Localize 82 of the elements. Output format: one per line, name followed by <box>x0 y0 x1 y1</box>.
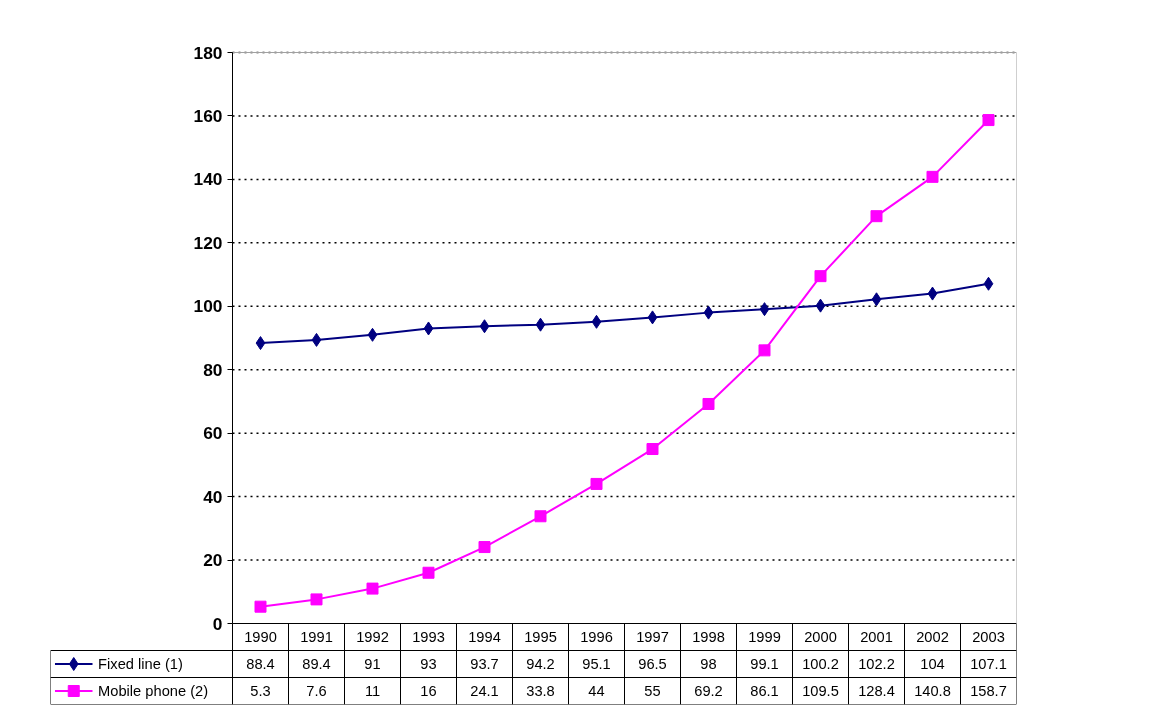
y-tick-label: 140 <box>193 169 223 190</box>
data-label: 96.5 <box>638 656 667 672</box>
data-label: 7.6 <box>306 683 327 699</box>
y-tick-label: 100 <box>193 296 223 317</box>
data-label: 109.5 <box>802 683 839 699</box>
point <box>927 286 938 301</box>
y-tick-label: 20 <box>203 550 223 571</box>
data-label: 11 <box>364 683 381 699</box>
y-tick-label: 40 <box>203 486 223 507</box>
data-label: 140.8 <box>914 683 951 699</box>
point <box>814 270 827 283</box>
data-label: 98 <box>700 656 717 672</box>
point <box>646 443 659 456</box>
data-label: 102.2 <box>858 656 895 672</box>
point <box>926 170 939 183</box>
x-tick-label: 1991 <box>300 629 333 645</box>
x-tick-label: 1996 <box>580 629 613 645</box>
x-tick-label: 1998 <box>692 629 725 645</box>
data-label: 93.7 <box>470 656 499 672</box>
data-label: 24.1 <box>470 683 499 699</box>
point <box>311 332 322 347</box>
data-label: 128.4 <box>858 683 895 699</box>
data-label: 33.8 <box>526 683 555 699</box>
legend-label: Mobile phone (2) <box>98 683 209 699</box>
point <box>367 327 378 342</box>
data-label: 5.3 <box>250 683 271 699</box>
x-tick-label: 2002 <box>916 629 949 645</box>
data-label: 104 <box>920 656 945 672</box>
data-label: 69.2 <box>694 683 723 699</box>
data-label: 55 <box>644 683 661 699</box>
data-label: 86.1 <box>750 683 779 699</box>
point <box>982 114 995 127</box>
data-label: 95.1 <box>582 656 611 672</box>
data-label: 16 <box>420 683 437 699</box>
point <box>254 600 267 613</box>
data-label: 44 <box>588 683 605 699</box>
x-tick-label: 2003 <box>972 629 1005 645</box>
x-tick-label: 2001 <box>860 629 893 645</box>
point <box>423 321 434 336</box>
point <box>758 344 771 357</box>
point <box>591 314 602 329</box>
data-label: 89.4 <box>302 656 331 672</box>
y-tick-label: 180 <box>193 42 223 63</box>
data-label: 107.1 <box>970 656 1007 672</box>
point <box>871 292 882 307</box>
data-label: 158.7 <box>970 683 1007 699</box>
x-tick-label: 1992 <box>356 629 389 645</box>
point <box>478 541 491 554</box>
point <box>590 477 603 490</box>
data-label: 99.1 <box>750 656 779 672</box>
y-tick-label: 120 <box>193 232 223 253</box>
point <box>366 582 379 595</box>
point <box>534 510 547 523</box>
x-tick-label: 1997 <box>636 629 669 645</box>
x-tick-label: 1994 <box>468 629 501 645</box>
point <box>759 302 770 317</box>
point <box>479 319 490 334</box>
point <box>310 593 323 606</box>
point <box>422 566 435 579</box>
data-label: 91 <box>364 656 381 672</box>
y-tick-label: 60 <box>203 423 223 444</box>
x-tick-label: 1995 <box>524 629 557 645</box>
data-label: 100.2 <box>802 656 839 672</box>
legend-label: Fixed line (1) <box>98 656 183 672</box>
point <box>255 336 266 351</box>
point <box>702 397 715 410</box>
y-tick-label: 0 <box>212 613 223 634</box>
point <box>703 305 714 320</box>
data-label: 88.4 <box>246 656 275 672</box>
point <box>983 276 994 291</box>
data-label: 94.2 <box>526 656 555 672</box>
x-tick-label: 1993 <box>412 629 445 645</box>
x-tick-label: 2000 <box>804 629 837 645</box>
point <box>647 310 658 325</box>
y-tick-label: 80 <box>203 359 223 380</box>
point <box>870 210 883 223</box>
data-label: 93 <box>420 656 437 672</box>
point <box>815 298 826 313</box>
x-tick-label: 1990 <box>244 629 277 645</box>
y-tick-label: 160 <box>193 105 223 126</box>
point <box>535 317 546 332</box>
x-tick-label: 1999 <box>748 629 781 645</box>
